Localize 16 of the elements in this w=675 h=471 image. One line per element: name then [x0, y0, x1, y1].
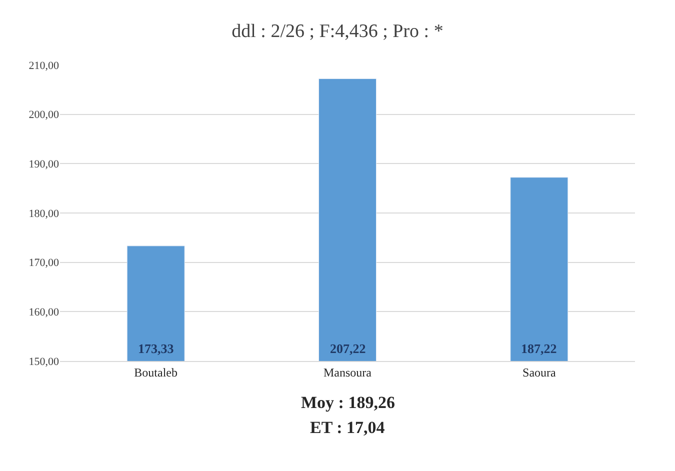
y-tick-label: 150,00	[28, 356, 60, 368]
data-label: 173,33	[138, 341, 174, 356]
chart-title: ddl : 2/26 ; F:4,436 ; Pro : *	[232, 20, 444, 42]
y-tick-label: 200,00	[28, 109, 60, 122]
data-label: 207,22	[330, 341, 366, 356]
y-tick-label: 160,00	[28, 306, 60, 319]
y-tick-label: 180,00	[28, 208, 60, 220]
text: ET : 17,04	[310, 418, 386, 437]
y-tick-label: 190,00	[28, 158, 60, 171]
x-tick-label: Saoura	[522, 365, 556, 380]
x-tick-label: Boutaleb	[134, 365, 178, 380]
x-tick-label: Mansoura	[324, 365, 372, 380]
data-label: 187,22	[521, 341, 557, 356]
y-tick-label: 170,00	[28, 257, 60, 270]
text: Moy : 189,26	[301, 393, 395, 412]
y-tick-label: 210,00	[28, 60, 60, 72]
